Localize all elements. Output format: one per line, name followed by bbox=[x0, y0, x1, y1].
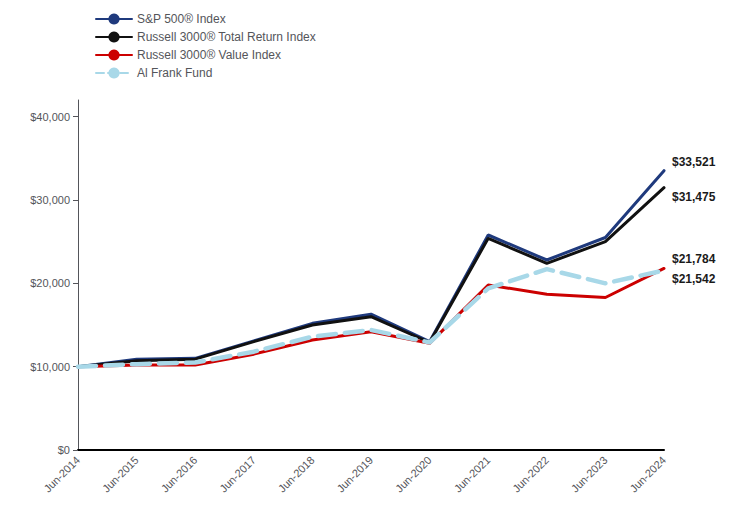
svg-text:$20,000: $20,000 bbox=[30, 277, 70, 289]
svg-text:$10,000: $10,000 bbox=[30, 361, 70, 373]
svg-text:Jun-2020: Jun-2020 bbox=[393, 454, 434, 495]
svg-text:Russell 3000® Value Index: Russell 3000® Value Index bbox=[137, 48, 281, 62]
svg-text:Russell 3000® Total Return Ind: Russell 3000® Total Return Index bbox=[137, 30, 316, 44]
svg-text:$40,000: $40,000 bbox=[30, 111, 70, 123]
svg-text:Al Frank Fund: Al Frank Fund bbox=[137, 66, 212, 80]
svg-text:Jun-2014: Jun-2014 bbox=[41, 454, 82, 495]
svg-text:Jun-2023: Jun-2023 bbox=[569, 454, 610, 495]
svg-text:S&P 500® Index: S&P 500® Index bbox=[137, 12, 226, 26]
svg-text:$33,521: $33,521 bbox=[672, 155, 716, 169]
svg-text:Jun-2019: Jun-2019 bbox=[334, 454, 375, 495]
svg-text:$31,475: $31,475 bbox=[672, 190, 716, 204]
svg-text:$21,784: $21,784 bbox=[672, 252, 716, 266]
svg-text:Jun-2018: Jun-2018 bbox=[276, 454, 317, 495]
svg-text:$0: $0 bbox=[58, 444, 70, 456]
svg-text:$21,542: $21,542 bbox=[672, 272, 716, 286]
svg-text:Jun-2021: Jun-2021 bbox=[452, 454, 493, 495]
svg-text:Jun-2024: Jun-2024 bbox=[627, 454, 668, 495]
svg-text:Jun-2016: Jun-2016 bbox=[159, 454, 200, 495]
svg-text:$30,000: $30,000 bbox=[30, 194, 70, 206]
svg-text:Jun-2015: Jun-2015 bbox=[100, 454, 141, 495]
svg-text:Jun-2022: Jun-2022 bbox=[510, 454, 551, 495]
svg-text:Jun-2017: Jun-2017 bbox=[217, 454, 258, 495]
